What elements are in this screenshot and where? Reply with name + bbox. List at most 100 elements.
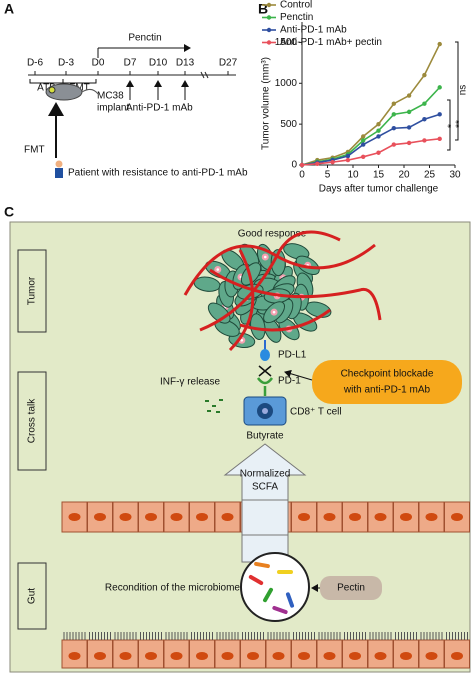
epithelial-nucleus [196,652,208,660]
legend-marker [266,40,272,45]
x-tick-label: 15 [373,170,385,181]
x-tick-label: 5 [325,170,331,181]
timeline-day: D7 [124,58,137,69]
series-line [301,113,440,166]
cytokine [216,411,220,413]
data-point [361,142,366,147]
data-point [406,93,412,98]
epithelial-nucleus [323,652,336,660]
x-axis-label: Days after tumor challenge [319,184,439,195]
timeline-day: D-3 [58,58,75,69]
tumor-cell [283,243,310,260]
blood-vessel [183,243,376,296]
data-point [437,112,442,117]
cytokine [207,410,211,412]
legend-marker [266,27,272,33]
section-label: Tumor [27,276,38,305]
data-point [437,136,442,142]
patient-head [55,160,63,168]
section-box [17,249,47,333]
epithelial-nucleus [298,513,310,521]
y-tick-label: 0 [291,160,297,171]
scfa-label: SCFA [252,482,278,493]
mouse-eye [48,86,56,94]
response-label: Good response [238,229,307,240]
blood-vessel [199,230,341,332]
x-tick-label: 20 [398,170,410,181]
release-label: INF-γ release [160,377,220,388]
y-tick-label: 500 [280,119,297,130]
timeline-day: D0 [92,58,105,69]
epithelial-nucleus [170,652,183,660]
scfa-arrow-over-cells [241,499,289,536]
implant-label: implant [97,103,129,114]
bacterium [254,561,270,569]
data-point [376,134,381,139]
epithelial-nucleus [68,652,81,660]
epithelial-nucleus [119,513,132,521]
epithelial-nucleus [145,513,157,521]
data-point [376,150,381,155]
data-point [376,121,381,127]
section-box [17,562,47,630]
data-point [376,128,381,133]
data-point [345,157,351,163]
data-point [422,117,427,122]
data-point [422,138,427,143]
data-point [361,138,366,143]
epithelial-nucleus [94,513,106,521]
cytokine [205,400,209,402]
data-point [391,101,396,106]
legend-label: Penctin [280,12,313,23]
epithelial-nucleus [400,513,412,521]
series-line [301,138,440,166]
timeline-break [200,71,209,79]
blockade-box [312,360,462,404]
data-point [437,85,442,90]
epithelial-nucleus [425,513,438,521]
cytokine [219,399,223,401]
data-point [406,109,412,115]
tumor-cell [240,262,262,286]
treatment-label: Penctin [128,33,161,44]
section-label: Gut [27,588,38,604]
bacterium [277,570,293,574]
fmt-label: FMT [24,145,45,156]
implant-label: MC38 [97,91,124,102]
ligand-label: PD-L1 [278,350,307,361]
epithelial-nucleus [247,652,259,660]
epithelial-nucleus [374,652,387,660]
epithelial-nucleus [323,513,336,521]
x-tick-label: 30 [449,170,461,181]
epithelial-nucleus [221,513,234,521]
antibody-label: Anti-PD-1 mAb [126,103,193,114]
data-point [422,72,427,78]
t-cell-nucleus-core [262,408,268,414]
tumor-nucleus-core [216,268,220,271]
data-point [361,134,366,139]
section-label: Cross talk [27,398,38,443]
data-point [361,154,366,160]
patient-body [55,168,63,178]
metabolite-label: Butyrate [246,431,284,442]
data-point [391,142,396,147]
y-axis-label: Tumor volume (mm³) [261,57,272,150]
x-tick-label: 10 [347,170,359,181]
epithelial-nucleus [400,652,412,660]
significance-label: ns [458,85,469,96]
mouse-tail [81,88,99,95]
data-point [345,153,351,159]
section-box [17,371,47,471]
epithelial-nucleus [196,513,208,521]
bacterium [285,592,295,608]
blockade-label: with anti-PD-1 mAb [343,385,431,396]
phase-bracket [62,79,97,84]
tumor-nucleus-core [240,339,244,342]
timeline-day: D13 [176,58,195,69]
scfa-label: Normalized [240,469,291,480]
significance-bracket [455,41,459,141]
cytokine [212,405,216,407]
pectin-box [320,576,382,600]
x-tick-label: 25 [424,170,436,181]
